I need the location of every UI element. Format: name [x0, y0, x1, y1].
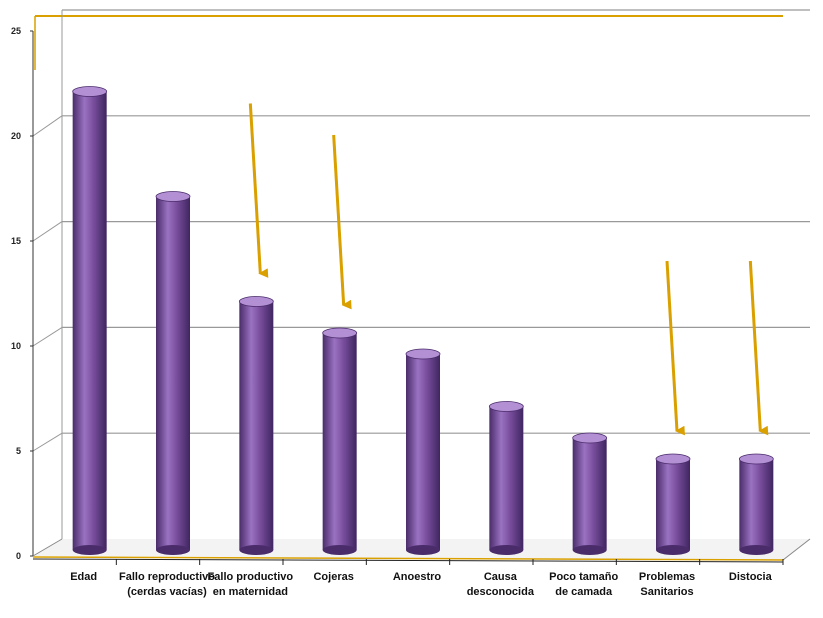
bar-body: [406, 354, 440, 550]
annotation-arrow: [748, 260, 769, 436]
x-tick-label: Poco tamaño de camada: [549, 571, 618, 598]
bar-base: [72, 545, 107, 555]
bar: [322, 327, 358, 555]
y-tick-label: 15: [11, 236, 21, 246]
bar: [738, 453, 774, 555]
gridline-diagonal: [32, 326, 63, 347]
category-labels: Edad Fallo reproductivo (cerdas vacías)Fal…: [70, 571, 772, 598]
bar-body: [489, 406, 524, 550]
bars: [72, 86, 774, 555]
x-axis: [32, 558, 784, 563]
bar-body: [656, 459, 690, 550]
bar-base: [322, 545, 357, 555]
bar-top: [655, 453, 691, 465]
bar: [155, 191, 191, 555]
annotation-arrow: [665, 260, 685, 436]
bar-top: [738, 453, 774, 465]
y-tick-label: 0: [16, 551, 21, 561]
bar-body: [156, 196, 190, 550]
x-tick-label: Anoestro: [393, 571, 442, 583]
floor-left-edge: [32, 538, 63, 557]
bar-base: [156, 545, 190, 555]
y-tick-label: 20: [11, 131, 21, 141]
bar-base: [656, 545, 690, 555]
bar: [488, 401, 524, 555]
bar-body: [239, 301, 274, 550]
bar-body: [72, 91, 107, 550]
bar: [655, 453, 691, 555]
annotation-arrow: [332, 134, 352, 310]
y-tick-label: 5: [16, 446, 21, 456]
bar-top: [488, 401, 524, 412]
gridline-diagonal: [32, 432, 63, 452]
bar-top: [72, 86, 108, 97]
gridline-diagonal: [32, 115, 63, 137]
bar-base: [239, 545, 274, 555]
bar: [238, 296, 274, 555]
bar: [405, 348, 441, 555]
bar-base: [406, 545, 440, 555]
x-tick-label: Fallo productivo en maternidad: [208, 571, 294, 598]
x-tick-label: Problemas Sanitarios: [639, 571, 695, 598]
y-tick-labels: 0 5 10 15 20 25: [11, 26, 33, 561]
x-tick-label: Cojeras: [313, 571, 353, 583]
x-tick-label: Edad: [70, 571, 97, 583]
bar-body: [739, 459, 774, 550]
bar-base: [739, 545, 774, 555]
x-tick-label: Causa desconocida: [467, 571, 535, 598]
bar-top: [322, 327, 358, 339]
annotation-arrows: [248, 103, 769, 436]
gridline-diagonal: [32, 221, 63, 242]
y-tick-label: 25: [11, 26, 21, 36]
x-tick-label: Fallo reproductivo (cerdas vacías): [119, 571, 215, 598]
bar-base: [572, 545, 607, 555]
bar: [572, 432, 608, 555]
bar-base: [489, 545, 524, 555]
bar-top: [405, 348, 441, 360]
x-tick-label: Distocia: [729, 571, 773, 583]
bar-top: [238, 296, 274, 307]
bar-top: [572, 432, 608, 444]
bar-top: [155, 191, 191, 202]
y-tick-label: 10: [11, 341, 21, 351]
bar: [72, 86, 108, 555]
bar-body: [322, 333, 357, 550]
floor-right-edge: [782, 538, 811, 561]
bar-body: [572, 438, 607, 550]
annotation-arrow: [248, 103, 269, 278]
x-axis-accent: [32, 556, 784, 561]
